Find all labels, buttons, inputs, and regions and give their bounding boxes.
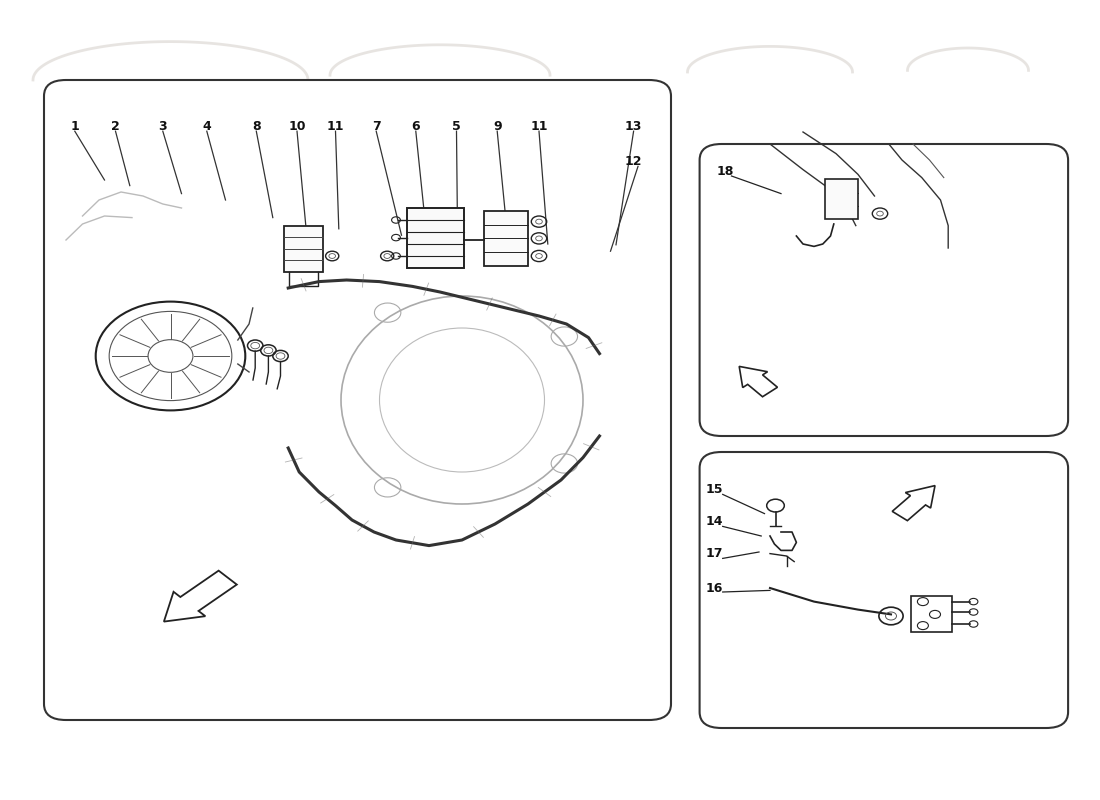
- Text: 12: 12: [625, 155, 642, 168]
- Text: 10: 10: [288, 120, 306, 133]
- FancyArrow shape: [892, 486, 935, 521]
- FancyBboxPatch shape: [407, 208, 464, 268]
- Text: 17: 17: [705, 547, 723, 560]
- FancyArrow shape: [164, 570, 236, 622]
- Text: eurospares: eurospares: [346, 242, 522, 270]
- FancyBboxPatch shape: [825, 179, 858, 219]
- Text: eurospares: eurospares: [704, 522, 880, 550]
- Text: 5: 5: [452, 120, 461, 133]
- FancyBboxPatch shape: [700, 144, 1068, 436]
- Text: 15: 15: [705, 483, 723, 496]
- Text: 8: 8: [252, 120, 261, 133]
- Text: eurospares: eurospares: [74, 662, 250, 690]
- Text: 16: 16: [705, 582, 723, 594]
- FancyBboxPatch shape: [484, 211, 528, 266]
- FancyArrow shape: [739, 366, 778, 397]
- FancyBboxPatch shape: [44, 80, 671, 720]
- Text: eurospares: eurospares: [346, 662, 522, 690]
- Text: eurospares: eurospares: [704, 282, 880, 310]
- Text: 2: 2: [111, 120, 120, 133]
- Text: 11: 11: [327, 120, 344, 133]
- Text: 14: 14: [705, 515, 723, 528]
- Text: 3: 3: [158, 120, 167, 133]
- Text: 18: 18: [716, 165, 734, 178]
- Text: eurospares: eurospares: [346, 662, 522, 690]
- Text: 4: 4: [202, 120, 211, 133]
- Text: 7: 7: [372, 120, 381, 133]
- Text: 13: 13: [625, 120, 642, 133]
- Text: 1: 1: [70, 120, 79, 133]
- FancyBboxPatch shape: [284, 226, 323, 272]
- Text: 9: 9: [493, 120, 502, 133]
- Text: eurospares: eurospares: [74, 662, 250, 690]
- Text: eurospares: eurospares: [74, 242, 250, 270]
- Text: eurospares: eurospares: [74, 242, 250, 270]
- FancyBboxPatch shape: [700, 452, 1068, 728]
- Text: eurospares: eurospares: [704, 522, 880, 550]
- Text: 11: 11: [530, 120, 548, 133]
- Text: eurospares: eurospares: [704, 282, 880, 310]
- Text: 6: 6: [411, 120, 420, 133]
- Text: eurospares: eurospares: [346, 242, 522, 270]
